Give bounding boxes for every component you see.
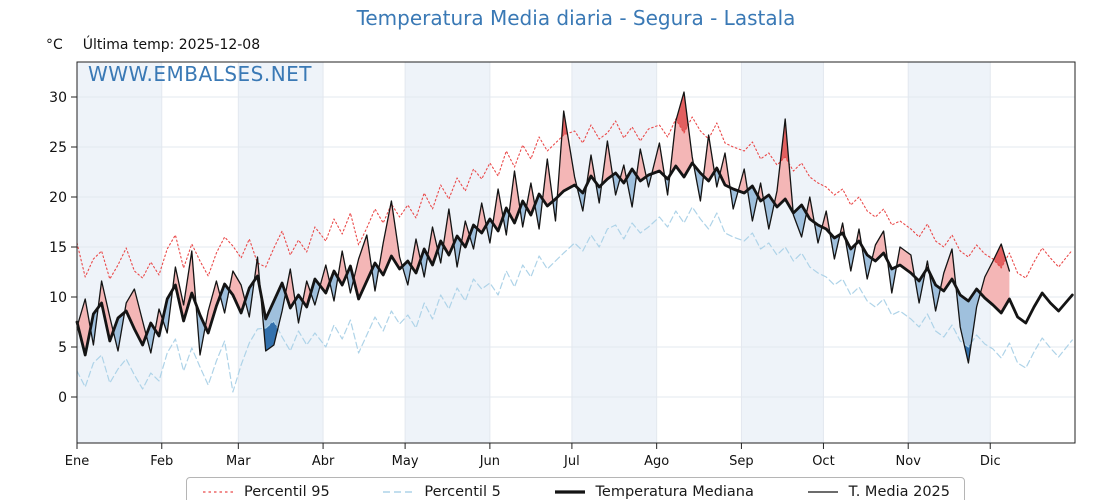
legend-label-p5: Percentil 5 — [424, 484, 501, 500]
x-tick-label: Dic — [980, 454, 1001, 469]
x-tick-label: Oct — [812, 454, 834, 469]
x-tick-label: Ago — [644, 454, 669, 469]
y-tick-label: 15 — [49, 240, 67, 256]
y-tick-label: 5 — [58, 340, 67, 356]
series-line-percentil-95 — [76, 116, 1073, 280]
chart-title: Temperatura Media diaria - Segura - Last… — [356, 6, 796, 30]
y-tick-label: 30 — [49, 90, 67, 106]
x-tick-label: Abr — [312, 454, 335, 469]
legend-item-median: Temperatura Mediana — [553, 484, 754, 500]
y-axis-unit-label: °C — [46, 37, 63, 53]
legend-item-t2025: T. Media 2025 — [806, 484, 950, 500]
legend: Percentil 95 Percentil 5 Temperatura Media… — [186, 477, 965, 500]
x-axis-tick-labels: Ene Feb Mar Abr May Jun Jul Ago Sep Oct Nov Dic — [65, 454, 1001, 469]
x-tick-label: Nov — [896, 454, 922, 469]
series-line-percentil-5 — [76, 206, 1073, 393]
x-tick-label: Mar — [226, 454, 251, 469]
y-tick-label: 20 — [49, 190, 67, 206]
y-tick-label: 25 — [49, 140, 67, 156]
legend-label-p95: Percentil 95 — [244, 484, 330, 500]
subheader: °C Última temp: 2025-12-08 — [46, 37, 260, 53]
legend-label-median: Temperatura Mediana — [595, 484, 754, 500]
x-tick-label: Jul — [563, 454, 580, 469]
x-tick-label: Jun — [479, 454, 500, 469]
y-tick-label: 0 — [58, 390, 67, 406]
y-tick-label: 10 — [49, 290, 67, 306]
series-line-t-media-2025 — [76, 91, 1011, 364]
axis-ticks — [71, 96, 991, 449]
x-tick-label: May — [392, 454, 419, 469]
legend-label-t2025: T. Media 2025 — [848, 484, 950, 500]
month-bands — [77, 62, 1075, 443]
last-temp-label: Última temp: 2025-12-08 — [82, 37, 261, 53]
watermark-text: WWW.EMBALSES.NET — [88, 62, 313, 86]
plot-frame — [76, 61, 1076, 444]
x-tick-label: Ene — [65, 454, 89, 469]
legend-item-p5: Percentil 5 — [381, 484, 501, 500]
legend-item-p95: Percentil 95 — [201, 484, 330, 500]
y-axis-tick-labels: 0 5 10 15 20 25 30 — [49, 90, 67, 406]
legend-line-sample-median — [554, 490, 585, 494]
legend-line-sample-p5 — [383, 491, 414, 493]
series-line-mediana — [75, 161, 1074, 357]
x-tick-label: Feb — [150, 454, 173, 469]
x-tick-label: Sep — [729, 454, 754, 469]
legend-line-sample-t2025 — [807, 491, 838, 493]
legend-line-sample-p95 — [203, 491, 233, 493]
